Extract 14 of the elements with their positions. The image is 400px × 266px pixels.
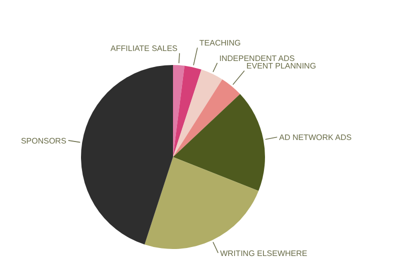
pie-slice (173, 94, 265, 191)
slice-label: WRITING ELSEWHERE (220, 248, 308, 258)
pie-slice (173, 79, 240, 157)
pie-slice (144, 157, 259, 249)
slice-label: INDEPENDENT ADS (219, 54, 295, 63)
slice-label: AFFILIATE SALES (110, 44, 178, 54)
pie-slice (173, 70, 222, 157)
slice-label: TEACHING (199, 38, 241, 48)
pie-slice (81, 65, 173, 244)
slice-label: AD NETWORK ADS (279, 133, 352, 142)
pie-slice (173, 65, 185, 157)
slice-label: EVENT PLANNING (246, 62, 316, 71)
pie-slice (173, 66, 202, 157)
slice-label: SPONSORS (20, 136, 66, 146)
